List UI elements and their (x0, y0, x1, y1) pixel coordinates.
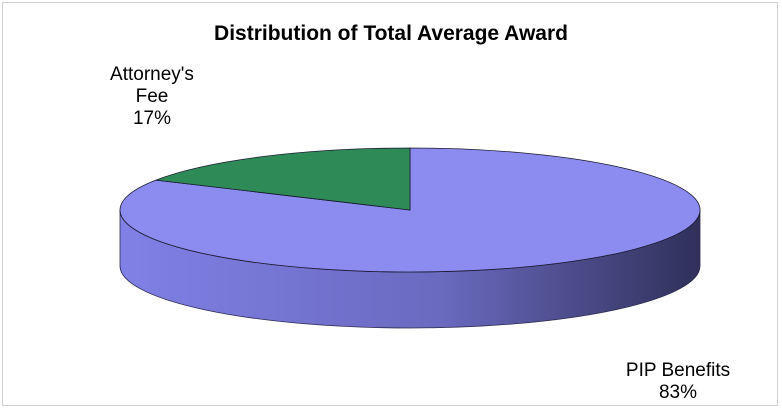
slice-name-line-1: Attorney's (110, 64, 194, 85)
slice-label-pip-benefits: PIP Benefits 83% (598, 360, 758, 404)
slice-name-line-1: PIP Benefits (625, 360, 731, 381)
chart-title: Distribution of Total Average Award (214, 22, 568, 45)
slice-label-attorneys-fee: Attorney's Fee 17% (82, 64, 222, 130)
pie-slice-attorney-s-fee (155, 147, 411, 211)
slice-percent: 83% (658, 382, 698, 403)
slice-name-line-2: Fee (135, 86, 169, 107)
slice-percent: 17% (132, 108, 172, 129)
